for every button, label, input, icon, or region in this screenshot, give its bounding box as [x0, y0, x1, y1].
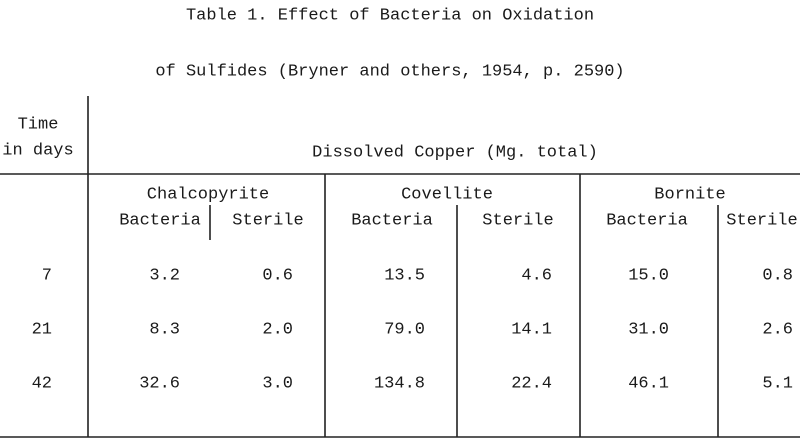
cell: 14.1	[511, 320, 552, 340]
cell: 22.4	[511, 374, 552, 394]
sub-header: Bacteria	[351, 211, 433, 231]
title-line: Table 1. Effect of Bacteria on Oxidation	[185, 6, 595, 26]
row-label: 7	[41, 266, 52, 286]
cell: 2.6	[762, 320, 793, 340]
column-header: Dissolved Copper (Mg. total)	[312, 143, 598, 163]
cell: 79.0	[384, 320, 425, 340]
cell: 4.6	[521, 266, 552, 286]
sub-header: Bacteria	[119, 211, 201, 231]
cell: 46.1	[628, 374, 669, 394]
sub-header: Sterile	[482, 211, 554, 231]
cell: 8.3	[149, 320, 180, 340]
cell: 5.1	[762, 374, 793, 394]
sub-header: Sterile	[232, 211, 304, 231]
cell: 3.0	[262, 374, 293, 394]
column-header: in days	[2, 141, 74, 161]
column-header: Time	[17, 115, 59, 135]
cell: 0.8	[762, 266, 793, 286]
sub-header: Sterile	[726, 211, 798, 231]
row-label: 21	[31, 320, 52, 340]
cell: 31.0	[628, 320, 669, 340]
row-label: 42	[31, 374, 52, 394]
group-header: Covellite	[401, 185, 493, 205]
cell: 0.6	[262, 266, 293, 286]
cell: 134.8	[373, 374, 425, 394]
cell: 32.6	[139, 374, 180, 394]
cell: 15.0	[628, 266, 669, 286]
title-line: of Sulfides (Bryner and others, 1954, p.…	[155, 62, 625, 82]
cell: 3.2	[149, 266, 180, 286]
sub-header: Bacteria	[606, 211, 688, 231]
cell: 13.5	[384, 266, 425, 286]
cell: 2.0	[262, 320, 293, 340]
group-header: Chalcopyrite	[146, 185, 270, 205]
group-header: Bornite	[654, 185, 726, 205]
